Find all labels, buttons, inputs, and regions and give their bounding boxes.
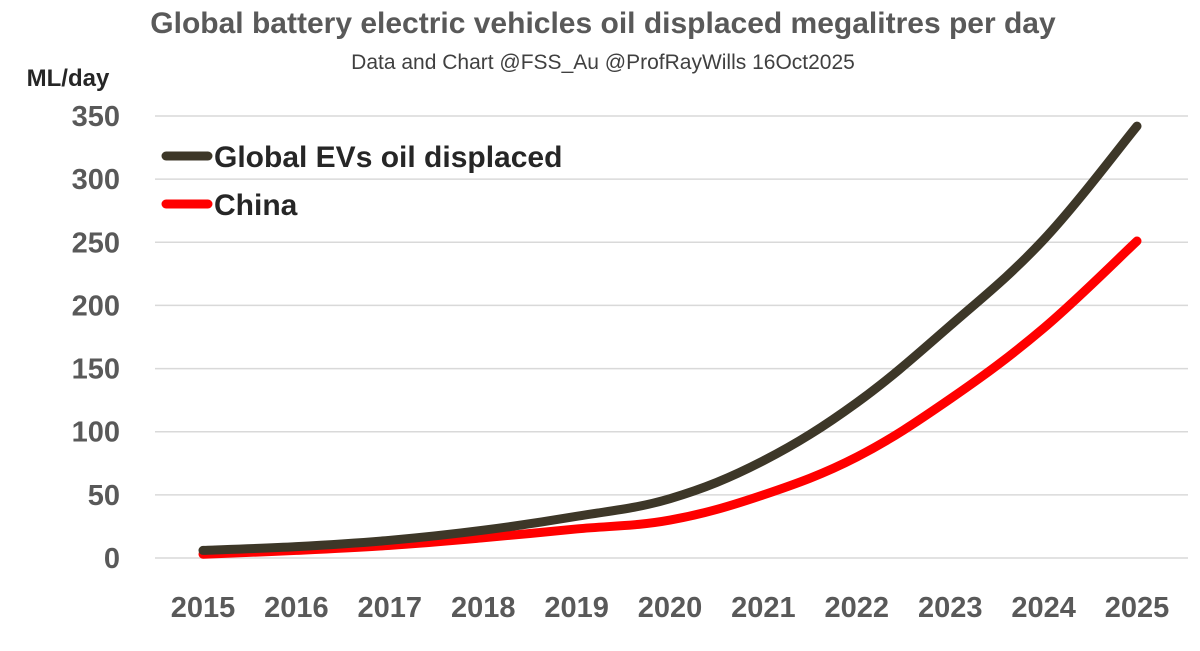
x-tick-label: 2022 bbox=[825, 592, 890, 624]
x-tick-label: 2023 bbox=[918, 592, 983, 624]
y-axis-ticks: 0 50 100 150 200 250 300 350 bbox=[72, 101, 120, 575]
y-tick-label: 100 bbox=[72, 417, 120, 449]
y-tick-label: 200 bbox=[72, 290, 120, 322]
series-line-0 bbox=[198, 121, 1142, 555]
x-tick-label: 2020 bbox=[638, 592, 703, 624]
legend-label-0: Global EVs oil displaced bbox=[214, 141, 562, 174]
gridlines bbox=[155, 115, 1188, 559]
y-tick-label: 250 bbox=[72, 227, 120, 259]
y-tick-label: 0 bbox=[104, 543, 120, 575]
x-tick-label: 2024 bbox=[1011, 592, 1076, 624]
y-tick-label: 300 bbox=[72, 164, 120, 196]
x-tick-label: 2025 bbox=[1105, 592, 1170, 624]
y-axis-label: ML/day bbox=[27, 65, 110, 92]
x-tick-label: 2017 bbox=[358, 592, 423, 624]
x-tick-label: 2016 bbox=[264, 592, 329, 624]
chart-subtitle: Data and Chart @FSS_Au @ProfRayWills 16O… bbox=[351, 51, 855, 74]
series-lines bbox=[198, 121, 1142, 559]
y-tick-label: 50 bbox=[88, 480, 120, 512]
chart-title: Global battery electric vehicles oil dis… bbox=[150, 7, 1056, 40]
x-tick-label: 2018 bbox=[451, 592, 516, 624]
x-tick-label: 2015 bbox=[171, 592, 236, 624]
y-tick-label: 350 bbox=[72, 101, 120, 133]
x-tick-label: 2019 bbox=[544, 592, 609, 624]
series-line-1 bbox=[198, 236, 1142, 559]
x-axis-ticks: 2015 2016 2017 2018 2019 2020 2021 2022 2023 2024… bbox=[171, 592, 1170, 624]
y-tick-label: 150 bbox=[72, 354, 120, 386]
legend: Global EVs oil displaced China bbox=[161, 141, 562, 222]
legend-label-1: China bbox=[214, 189, 298, 222]
x-tick-label: 2021 bbox=[731, 592, 796, 624]
